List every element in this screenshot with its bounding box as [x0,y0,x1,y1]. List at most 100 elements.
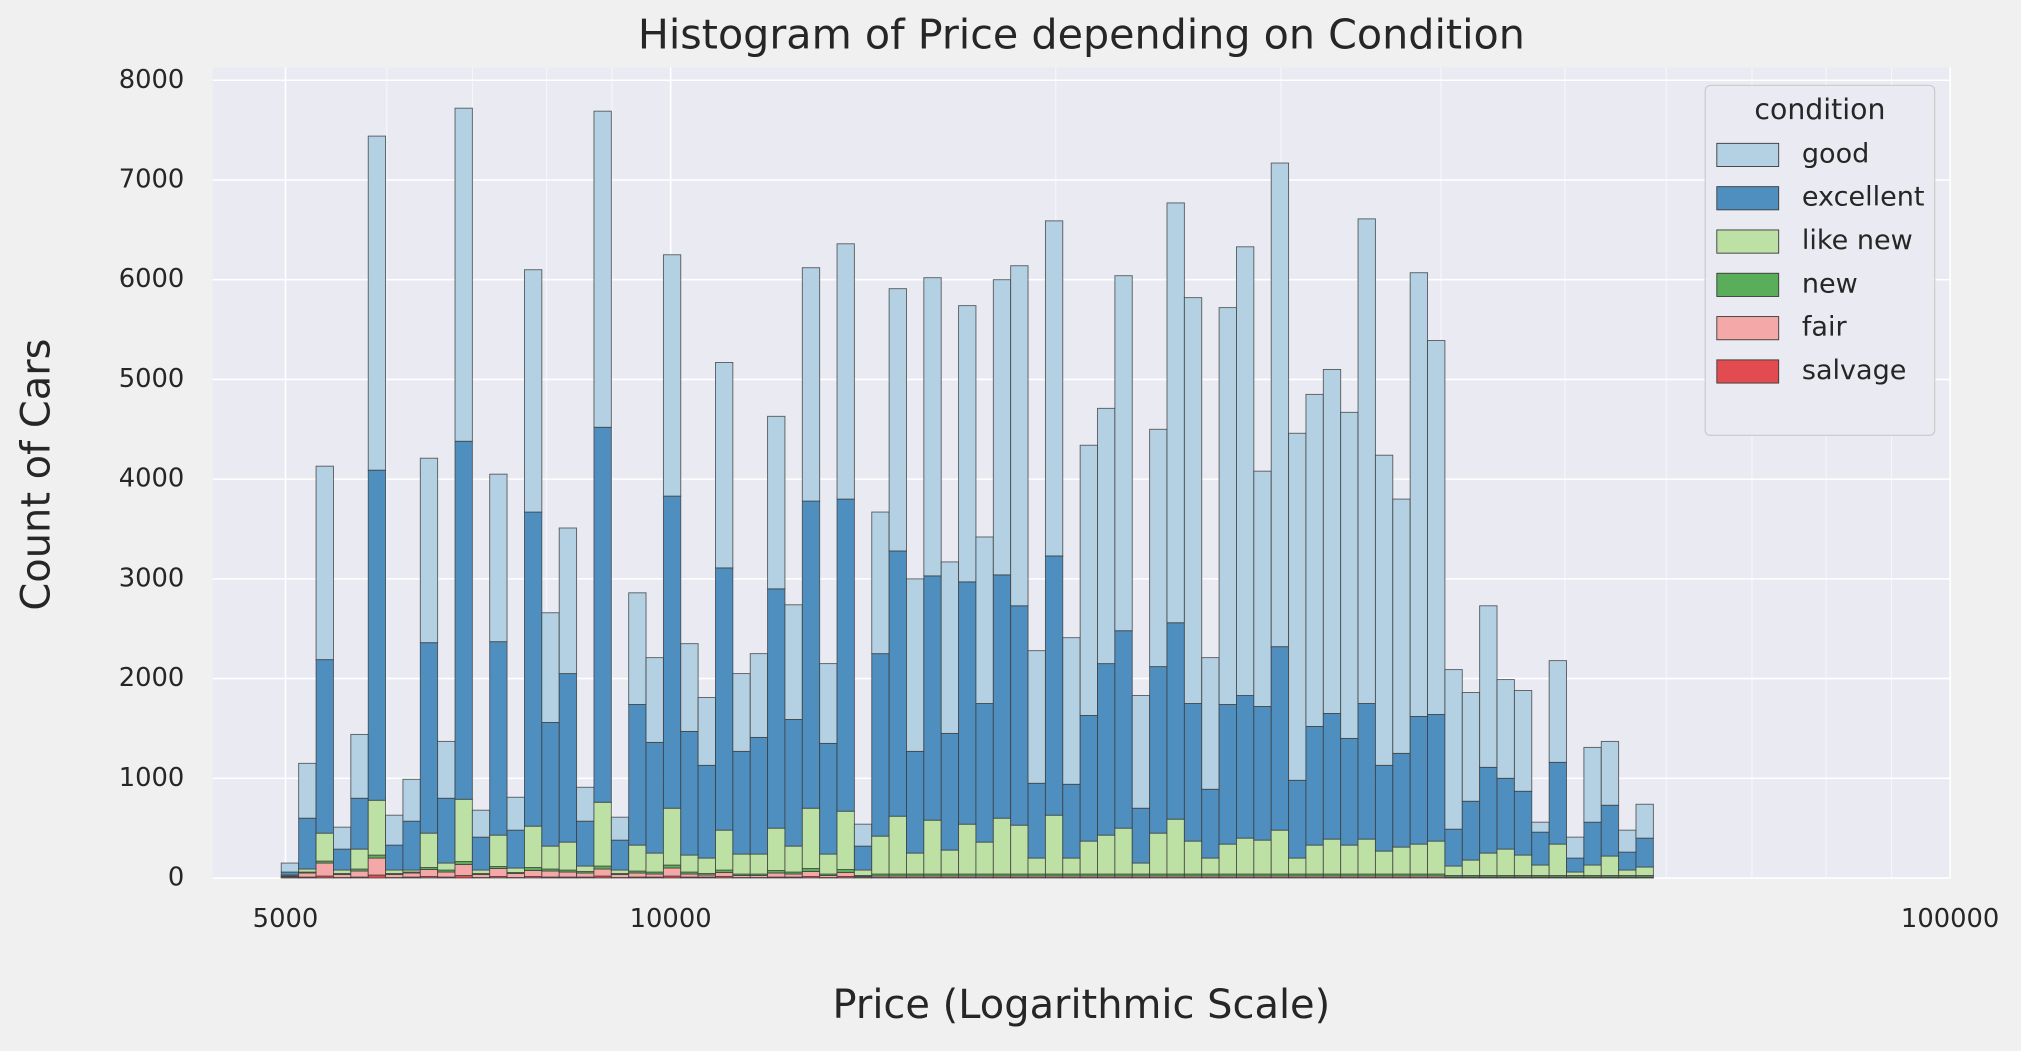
bar-segment [715,362,734,569]
bar-segment [315,465,334,661]
bar-segment [524,870,543,877]
bar-segment [402,872,421,878]
bar-segment [853,823,873,847]
bar-segment [1513,790,1533,856]
bar-segment [819,742,838,855]
bar-segment [1305,844,1324,875]
bar-segment [593,426,612,803]
bar-segment [697,697,716,766]
bar-segment [732,750,751,855]
bar-segment [1131,695,1151,809]
bar-segment [576,865,595,872]
bar-segment [419,869,439,877]
bar-segment [1479,852,1498,876]
bar-segment [454,798,473,863]
chart-title: Histogram of Price depending on Conditio… [638,11,1525,59]
bar-segment [1583,746,1602,823]
bar-segment [454,864,473,876]
bar-segment [402,778,421,822]
bar-segment [1253,839,1272,875]
bar-segment [749,736,769,855]
bar-segment [940,849,960,875]
y-tick-label: 7000 [119,164,185,194]
bar-segment [1062,783,1081,859]
bar-segment [1618,851,1637,871]
bar-segment [1131,862,1151,875]
bar-segment [1183,840,1203,875]
bar-segment [506,873,525,878]
bar-segment [1600,804,1620,857]
bar-segment [558,871,578,878]
bar-segment [1531,821,1550,833]
bar-segment [697,764,716,859]
bar-segment [298,817,317,870]
bar-segment [1288,432,1307,781]
legend-title: condition [1754,93,1885,126]
bar-segment [1479,605,1498,768]
bar-segment [1461,859,1481,876]
bar-segment [541,870,560,878]
bar-segment [506,829,525,869]
bar-segment [853,845,873,871]
bar-segment [1079,715,1098,842]
bar-segment [524,511,543,827]
bar-segment [471,869,491,874]
bar-segment [1566,857,1585,873]
bar-segment [558,673,578,843]
bar-segment [489,473,508,643]
legend-swatch [1716,359,1780,384]
bar-segment [1357,703,1376,840]
bar-segment [1236,246,1255,696]
bar-segment [906,852,925,875]
bar-segment [1218,307,1237,705]
bar-segment [801,807,821,869]
bar-segment [437,862,456,871]
bar-segment [853,869,873,876]
bar-segment [593,110,612,428]
bar-segment [628,844,647,872]
bar-segment [1409,843,1428,875]
bar-segment [1444,865,1463,876]
bar-segment [437,871,456,878]
bar-segment [749,653,769,738]
bar-segment [1114,827,1133,875]
bar-segment [888,550,907,817]
bar-segment [801,500,821,809]
y-tick-label: 1000 [119,763,185,793]
legend-label: like new [1802,225,1913,256]
bar-segment [558,527,578,675]
bar-segment [836,872,855,877]
y-tick-label: 0 [168,863,184,893]
bar-segment [1149,428,1168,668]
y-tick-label: 4000 [119,464,185,494]
bar-segment [1583,864,1602,876]
bar-segment [1010,265,1029,607]
bar-segment [1548,761,1567,845]
bar-segment [1496,848,1515,876]
bar-segment [836,498,855,812]
bar-segment [836,243,855,500]
bar-segment [1635,803,1654,839]
bar-segment [697,857,716,874]
legend-swatch [1716,316,1780,341]
bar-segment [1044,814,1064,875]
bar-segment [1201,657,1220,790]
bar-segment [1531,831,1550,866]
bar-segment [489,641,508,836]
legend-label: good [1802,138,1869,169]
bar-segment [1288,857,1307,875]
bar-segment [767,827,786,871]
bar-segment [923,277,942,577]
legend-label: fair [1802,312,1848,343]
bar-segment [992,574,1012,819]
bar-segment [419,457,439,644]
bar-segment [888,815,907,875]
legend-label: excellent [1802,182,1925,213]
bar-segment [437,740,456,799]
bar-segment [1583,821,1602,866]
bar-segment [871,653,890,837]
bar-segment [784,845,803,873]
bar-segment [402,820,421,871]
bar-segment [1340,411,1359,739]
